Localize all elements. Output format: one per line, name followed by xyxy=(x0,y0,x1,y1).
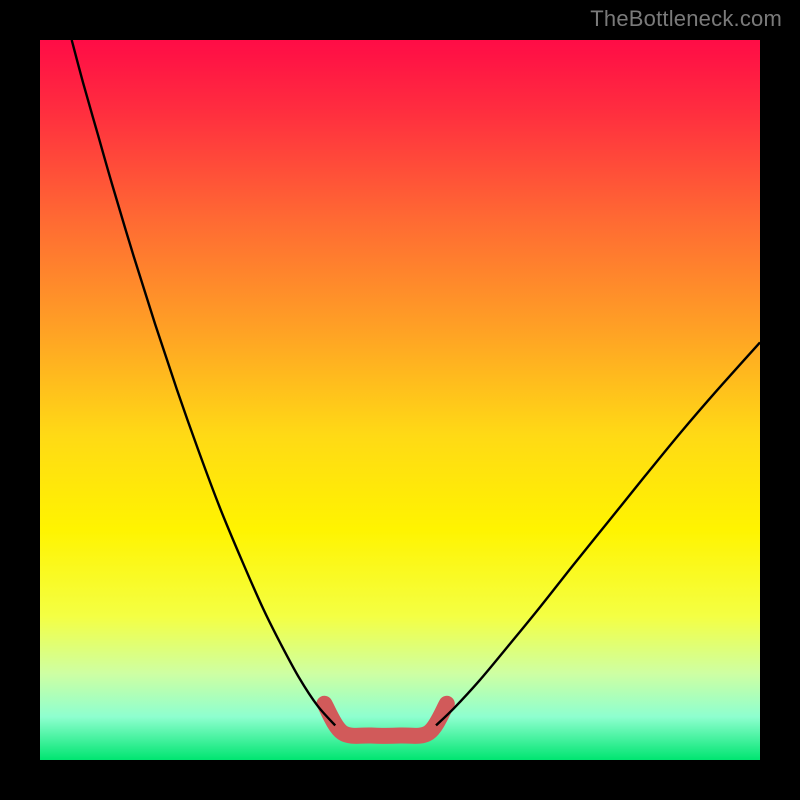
curve-overlay xyxy=(40,40,760,760)
highlight-curve xyxy=(324,704,446,736)
watermark-text: TheBottleneck.com xyxy=(590,6,782,32)
chart-frame: TheBottleneck.com xyxy=(0,0,800,800)
plot-area xyxy=(40,40,760,760)
left-curve xyxy=(72,40,336,725)
right-curve xyxy=(436,342,760,725)
